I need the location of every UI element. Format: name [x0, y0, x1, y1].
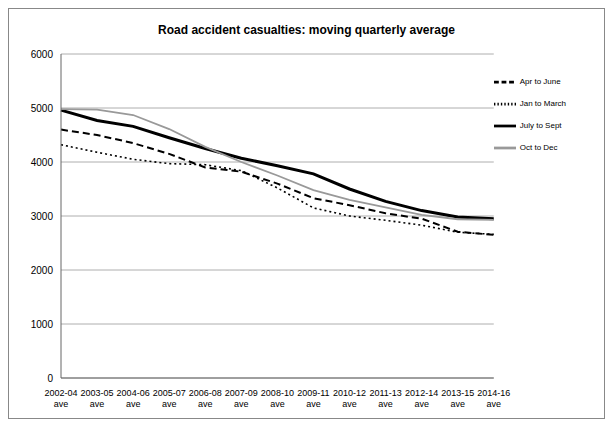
html-text:Apr to June: Apr to June	[519, 77, 561, 87]
svg-text:2003-05ave: 2003-05ave	[81, 388, 114, 409]
svg-text:2006-08ave: 2006-08ave	[189, 388, 222, 409]
svg-text:2008-10ave: 2008-10ave	[261, 388, 294, 409]
svg-text:2005-07ave: 2005-07ave	[153, 388, 186, 409]
svg-text:2013-15ave: 2013-15ave	[441, 388, 474, 409]
svg-text:2010-12ave: 2010-12ave	[333, 388, 366, 409]
svg-text:6000: 6000	[31, 49, 54, 60]
svg-text:2012-14ave: 2012-14ave	[405, 388, 438, 409]
svg-text:2007-09ave: 2007-09ave	[225, 388, 258, 409]
svg-text:2014-16ave: 2014-16ave	[477, 388, 510, 409]
svg-text:2011-13ave: 2011-13ave	[369, 388, 401, 409]
html-text:Jan to March: Jan to March	[519, 99, 566, 109]
svg-text:2009-11ave: 2009-11ave	[297, 388, 329, 409]
html-text:Road accident casualties: movi: Road accident casualties: moving quarter…	[158, 23, 455, 37]
svg-text:2000: 2000	[31, 265, 54, 276]
svg-text:0: 0	[47, 373, 53, 384]
svg-text:3000: 3000	[31, 211, 54, 222]
svg-text:2004-06ave: 2004-06ave	[117, 388, 150, 409]
html-text:July to Sept: July to Sept	[519, 121, 562, 131]
svg-text:5000: 5000	[31, 103, 54, 114]
svg-text:2002-04ave: 2002-04ave	[44, 388, 77, 409]
svg-text:4000: 4000	[31, 157, 54, 168]
svg-text:1000: 1000	[31, 319, 54, 330]
html-text:Oct to Dec: Oct to Dec	[519, 143, 558, 153]
